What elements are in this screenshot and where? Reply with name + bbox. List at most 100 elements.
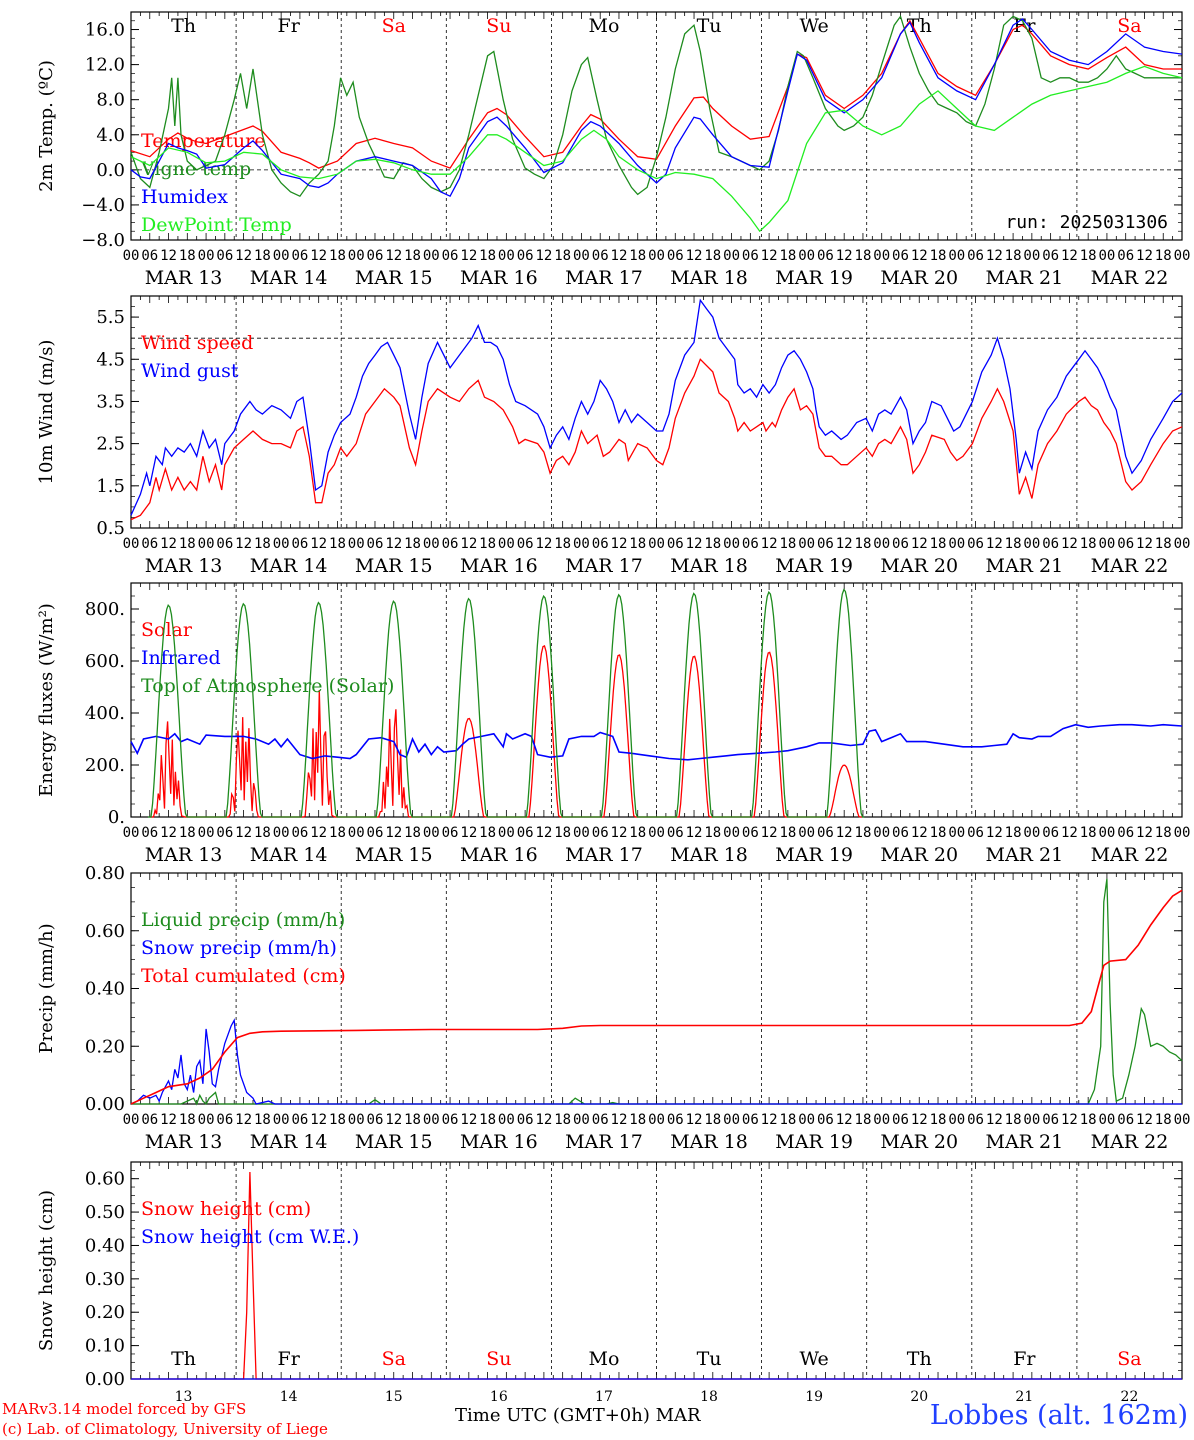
hour-tick-label: 12 xyxy=(160,536,177,552)
legend-entry: Snow height (cm W.E.) xyxy=(141,1226,359,1248)
hour-tick-label: 12 xyxy=(535,536,552,552)
hour-tick-label: 18 xyxy=(554,825,571,841)
y-tick-label: 0.00 xyxy=(85,1369,125,1390)
weekday-label: Mo xyxy=(588,15,619,37)
hour-tick-label: 00 xyxy=(723,248,740,264)
hour-tick-label: 06 xyxy=(817,1112,834,1128)
hour-tick-label: 12 xyxy=(761,248,778,264)
hour-tick-label: 06 xyxy=(967,536,984,552)
hour-tick-label: 18 xyxy=(1080,248,1097,264)
hour-tick-label: 12 xyxy=(160,248,177,264)
day-label: MAR 18 xyxy=(670,267,748,289)
hour-tick-label: 18 xyxy=(554,248,571,264)
station-label: Lobbes (alt. 162m) xyxy=(929,1400,1188,1431)
hour-tick-label: 18 xyxy=(254,825,271,841)
hour-tick-label: 18 xyxy=(704,248,721,264)
hour-tick-label: 18 xyxy=(1005,1112,1022,1128)
hour-tick-label: 06 xyxy=(517,1112,534,1128)
hour-tick-label: 12 xyxy=(761,536,778,552)
hour-tick-label: 06 xyxy=(1042,248,1059,264)
hour-tick-label: 00 xyxy=(423,248,440,264)
hour-tick-label: 12 xyxy=(1136,248,1153,264)
series-line xyxy=(131,878,1183,1106)
day-label: MAR 20 xyxy=(880,1131,958,1153)
hour-tick-label: 12 xyxy=(1136,825,1153,841)
hour-tick-label: 00 xyxy=(573,825,590,841)
hour-tick-label: 18 xyxy=(479,1112,496,1128)
hour-tick-label: 12 xyxy=(385,1112,402,1128)
hour-tick-label: 12 xyxy=(1136,536,1153,552)
hour-tick-label: 06 xyxy=(367,248,384,264)
hour-tick-label: 06 xyxy=(892,1112,909,1128)
hour-tick-label: 18 xyxy=(1155,248,1172,264)
weekday-label: Sa xyxy=(382,1348,406,1370)
hour-tick-label: 06 xyxy=(742,825,759,841)
day-number-label: 16 xyxy=(490,1389,508,1405)
day-number-label: 14 xyxy=(280,1389,298,1405)
hour-tick-label: 12 xyxy=(460,248,477,264)
day-label: MAR 22 xyxy=(1091,844,1169,866)
hour-tick-label: 18 xyxy=(254,248,271,264)
day-label: MAR 15 xyxy=(355,555,433,577)
hour-tick-label: 06 xyxy=(216,248,233,264)
y-tick-label: 0.5 xyxy=(96,518,125,539)
hour-tick-label: 00 xyxy=(1174,248,1191,264)
hour-tick-label: 18 xyxy=(704,825,721,841)
day-label: MAR 14 xyxy=(250,844,328,866)
legend-entry: Total cumulated (cm) xyxy=(141,965,346,987)
hour-tick-label: 18 xyxy=(479,536,496,552)
hour-tick-label: 06 xyxy=(517,248,534,264)
weekday-label: Th xyxy=(907,1348,932,1370)
hour-tick-label: 18 xyxy=(329,536,346,552)
y-axis-title: 2m Temp. (ºC) xyxy=(36,60,57,192)
y-axis-title: Energy fluxes (W/m²) xyxy=(36,603,57,797)
legend-entry: DewPoint Temp xyxy=(141,214,292,236)
hour-tick-label: 18 xyxy=(629,1112,646,1128)
weekday-label: Mo xyxy=(588,1348,619,1370)
energy-flux-panel: 800. 600. 400. 200. 0. Energy fluxes (W/m²) 00… xyxy=(36,582,1190,866)
y-axis-title: Snow height (cm) xyxy=(36,1190,57,1351)
hour-tick-label: 18 xyxy=(404,536,421,552)
series-line xyxy=(147,588,865,818)
hour-tick-label: 06 xyxy=(1117,1112,1134,1128)
day-label: MAR 15 xyxy=(355,267,433,289)
hour-tick-label: 06 xyxy=(291,248,308,264)
hour-tick-label: 00 xyxy=(498,536,515,552)
hour-tick-label: 06 xyxy=(1042,536,1059,552)
y-tick-label: 5.5 xyxy=(96,307,125,328)
legend-entry: Liquid precip (mm/h) xyxy=(141,909,345,931)
hour-tick-label: 18 xyxy=(1005,536,1022,552)
hour-tick-label: 06 xyxy=(742,536,759,552)
hour-tick-label: 06 xyxy=(141,825,158,841)
hour-tick-label: 00 xyxy=(273,1112,290,1128)
hour-tick-label: 12 xyxy=(1061,1112,1078,1128)
hour-tick-label: 06 xyxy=(742,248,759,264)
legend-entry: Snow height (cm) xyxy=(141,1198,311,1220)
day-label: MAR 19 xyxy=(775,555,853,577)
hour-tick-label: 00 xyxy=(273,248,290,264)
weekday-label: Fr xyxy=(278,1348,301,1370)
hour-tick-label: 06 xyxy=(967,248,984,264)
hour-tick-label: 00 xyxy=(648,1112,665,1128)
hour-tick-label: 06 xyxy=(667,1112,684,1128)
y-tick-label: 4.5 xyxy=(96,349,125,370)
weekday-label: We xyxy=(800,15,829,37)
hour-tick-label: 18 xyxy=(779,825,796,841)
hour-tick-label: 00 xyxy=(873,1112,890,1128)
weekday-label: Su xyxy=(486,1348,511,1370)
hour-tick-label: 00 xyxy=(948,1112,965,1128)
hour-tick-label: 06 xyxy=(1117,536,1134,552)
hour-tick-label: 06 xyxy=(216,536,233,552)
hour-tick-label: 00 xyxy=(723,536,740,552)
weekday-label: Fr xyxy=(1013,1348,1036,1370)
weekday-label: We xyxy=(800,1348,829,1370)
day-label: MAR 16 xyxy=(460,267,538,289)
hour-tick-label: 06 xyxy=(817,248,834,264)
hour-tick-label: 06 xyxy=(667,825,684,841)
day-label: MAR 19 xyxy=(775,844,853,866)
hour-tick-label: 00 xyxy=(798,1112,815,1128)
hour-tick-label: 00 xyxy=(123,536,140,552)
hour-tick-label: 00 xyxy=(1174,1112,1191,1128)
day-label: MAR 20 xyxy=(880,844,958,866)
day-label: MAR 13 xyxy=(145,1131,223,1153)
